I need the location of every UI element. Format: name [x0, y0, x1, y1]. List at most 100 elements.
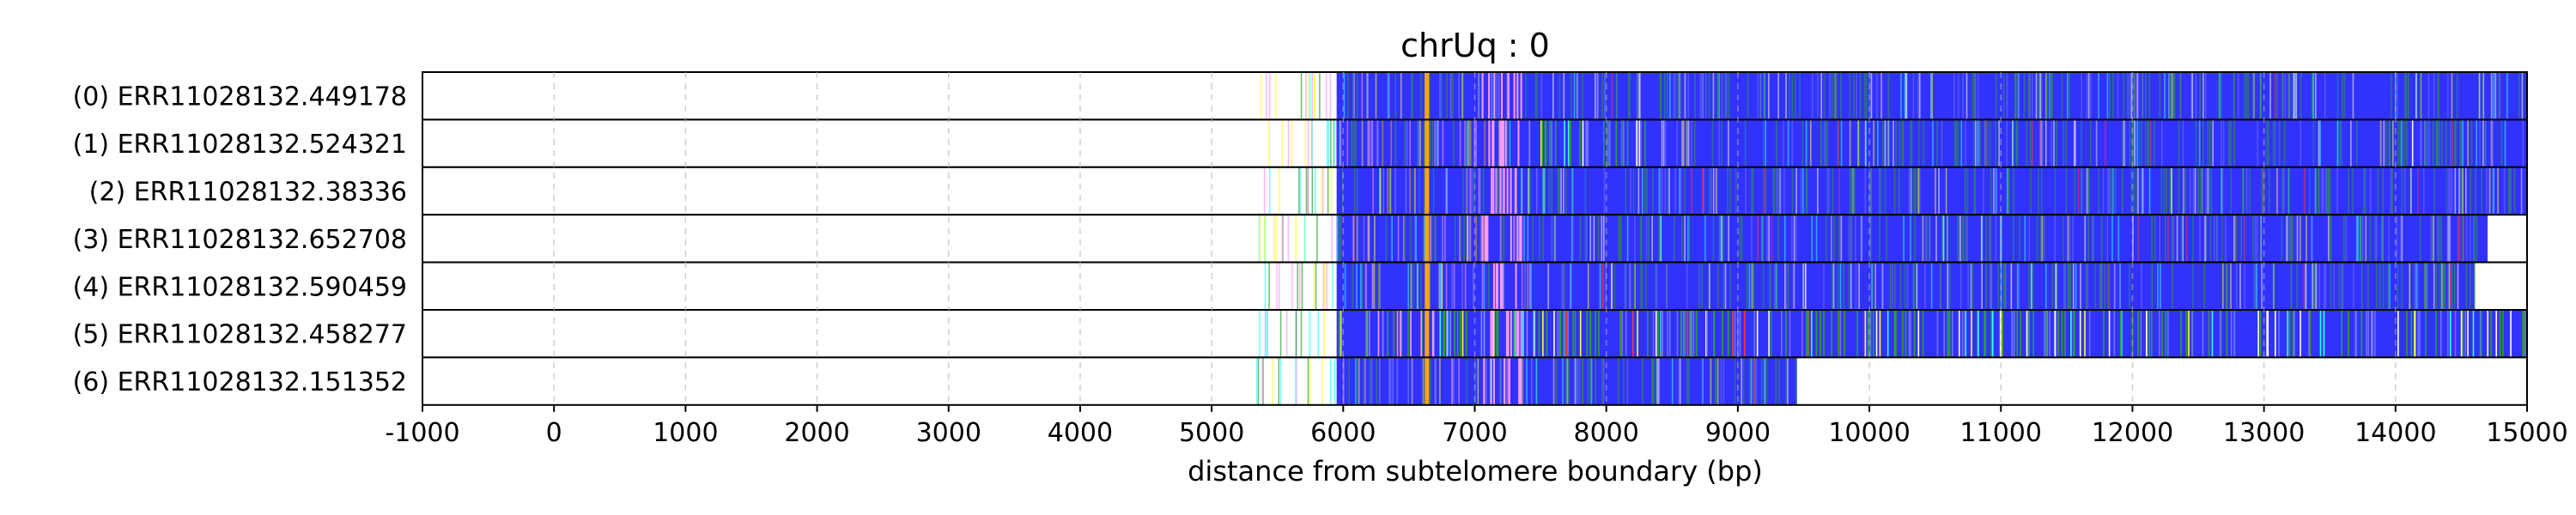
read-stripe — [1424, 167, 1425, 215]
read-stripe — [1910, 119, 1911, 167]
read-stripe — [1425, 72, 1430, 120]
read-stripe — [2165, 215, 2166, 263]
read-stripe — [1692, 310, 1695, 358]
read-stripe — [2148, 72, 2151, 120]
read-stripe — [2054, 167, 2057, 215]
read-stripe — [1785, 310, 1787, 358]
read-stripe — [2221, 167, 2223, 215]
read-stripe — [1387, 310, 1388, 358]
read-stripe — [1706, 310, 1708, 358]
read-stripe — [1492, 310, 1495, 358]
read-stripe — [2209, 119, 2211, 167]
read-stripe — [2207, 119, 2209, 167]
read-stripe — [1751, 357, 1753, 405]
read-stripe — [1480, 310, 1483, 358]
read-stripe — [1564, 357, 1567, 405]
read-stripe — [1298, 262, 1301, 310]
read-stripe — [1352, 215, 1354, 263]
read-stripe — [1423, 119, 1425, 167]
read-stripe — [1931, 72, 1933, 120]
read-stripe — [1918, 119, 1920, 167]
read-stripe — [2450, 262, 2451, 310]
read-stripe — [1466, 357, 1468, 405]
read-stripe — [1579, 119, 1581, 167]
read-stripe — [2108, 310, 2111, 358]
read-stripe — [1751, 215, 1753, 263]
read-stripe — [1454, 215, 1456, 263]
read-stripe — [2497, 167, 2499, 215]
read-stripe — [1906, 262, 1909, 310]
read-stripe — [2396, 215, 2398, 263]
read-stripe — [1849, 72, 1851, 120]
read-stripe — [2027, 72, 2030, 120]
read-stripe — [2142, 72, 2144, 120]
read-stripe — [1491, 310, 1493, 358]
read-stripe — [1523, 215, 1525, 263]
read-stripe — [1647, 310, 1649, 358]
read-stripe — [2197, 167, 2199, 215]
read-stripe — [1916, 262, 1918, 310]
read-stripe — [2470, 215, 2471, 263]
read-stripe — [1389, 167, 1392, 215]
read-stripe — [1833, 72, 1836, 120]
read-stripe — [1321, 357, 1323, 405]
read-stripe — [2209, 215, 2212, 263]
read-stripe — [1899, 119, 1901, 167]
read-stripe — [1278, 357, 1280, 405]
read-stripe — [1454, 310, 1456, 358]
read-stripe — [1521, 167, 1522, 215]
read-stripe — [1317, 310, 1319, 358]
read-stripe — [1961, 310, 1964, 358]
read-stripe — [2284, 72, 2287, 120]
read-stripe — [1948, 262, 1951, 310]
read-stripe — [1585, 119, 1588, 167]
read-stripe — [1687, 119, 1690, 167]
read-stripe — [1499, 119, 1502, 167]
read-stripe — [1267, 310, 1268, 358]
read-stripe — [1503, 262, 1504, 310]
read-stripe — [1651, 357, 1653, 405]
read-stripe — [1603, 72, 1606, 120]
read-stripe — [2114, 167, 2117, 215]
read-stripe — [1716, 167, 1717, 215]
read-stripe — [1558, 167, 1560, 215]
read-stripe — [2366, 310, 2367, 358]
read-stripe — [2266, 310, 2268, 358]
read-stripe — [1451, 72, 1454, 120]
read-stripe — [1648, 215, 1649, 263]
read-stripe — [2221, 72, 2222, 120]
read-stripe — [1990, 262, 1993, 310]
read-stripe — [1311, 167, 1314, 215]
read-stripe — [1597, 215, 1600, 263]
read-stripe — [2330, 215, 2332, 263]
read-stripe — [1957, 72, 1959, 120]
read-stripe — [2462, 167, 2464, 215]
read-stripe — [2437, 72, 2439, 120]
read-stripe — [1903, 215, 1905, 263]
read-stripe — [2057, 310, 2059, 358]
read-stripe — [2397, 262, 2399, 310]
read-stripe — [1823, 119, 1826, 167]
read-stripe — [1420, 72, 1422, 120]
read-stripe — [2354, 310, 2356, 358]
read-stripe — [1895, 119, 1897, 167]
read-stripe — [2268, 167, 2270, 215]
read-stripe — [1970, 262, 1972, 310]
read-stripe — [2233, 119, 2235, 167]
read-stripe — [1492, 310, 1494, 358]
read-stripe — [1893, 119, 1894, 167]
read-stripe — [2221, 119, 2222, 167]
read-stripe — [1418, 119, 1420, 167]
read-stripe — [1936, 119, 1938, 167]
read-stripe — [2006, 167, 2008, 215]
read-stripe — [2123, 119, 2125, 167]
read-stripe — [1371, 262, 1374, 310]
read-stripe — [2308, 310, 2310, 358]
read-stripe — [1679, 357, 1681, 405]
read-stripe — [2245, 167, 2248, 215]
read-stripe — [1618, 215, 1619, 263]
read-stripe — [1608, 119, 1611, 167]
read-stripe — [1985, 262, 1988, 310]
read-stripe — [1305, 167, 1308, 215]
read-stripe — [2405, 72, 2408, 120]
